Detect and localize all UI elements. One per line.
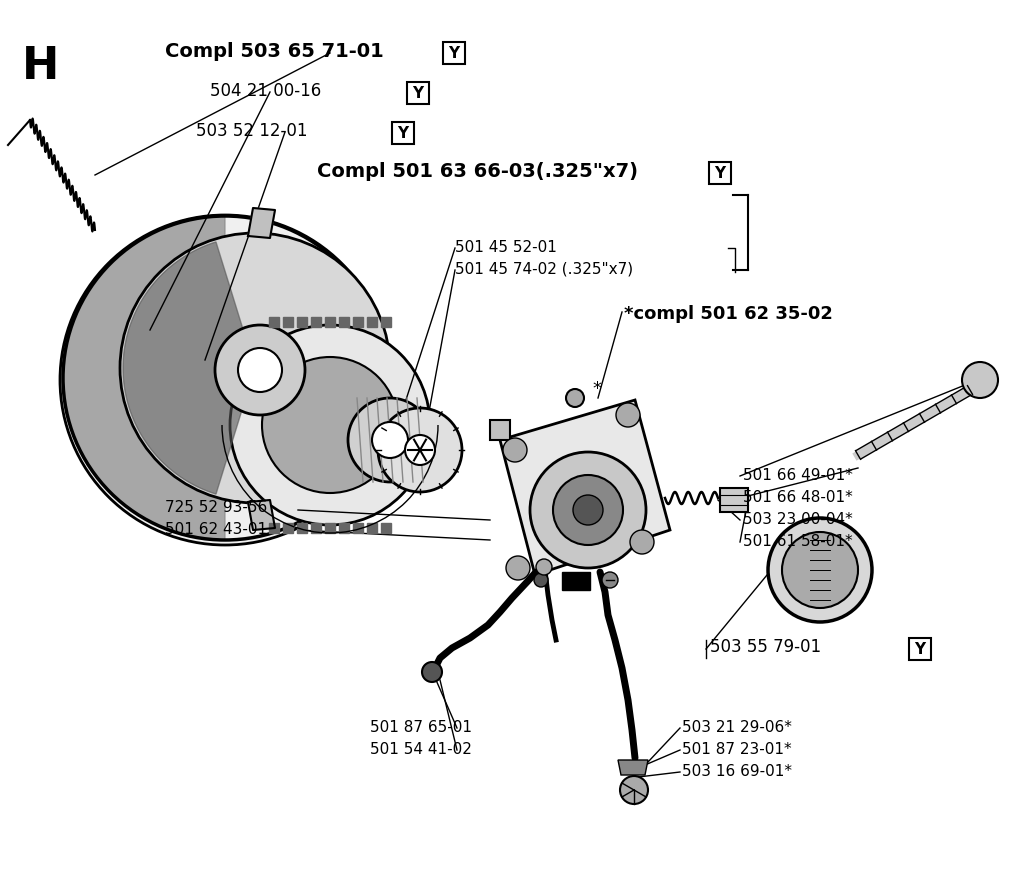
Circle shape bbox=[620, 776, 648, 804]
FancyBboxPatch shape bbox=[709, 162, 731, 184]
Text: 501 61 58-01*: 501 61 58-01* bbox=[743, 534, 853, 549]
Polygon shape bbox=[618, 760, 648, 775]
Polygon shape bbox=[720, 488, 748, 512]
Bar bbox=[339, 523, 349, 533]
Circle shape bbox=[962, 362, 998, 398]
Text: *: * bbox=[592, 380, 601, 398]
Circle shape bbox=[230, 325, 430, 525]
Circle shape bbox=[602, 572, 618, 588]
Bar bbox=[367, 317, 377, 327]
Bar bbox=[269, 523, 279, 533]
Circle shape bbox=[348, 398, 432, 482]
Circle shape bbox=[422, 662, 442, 682]
FancyBboxPatch shape bbox=[909, 638, 931, 660]
Bar bbox=[353, 317, 362, 327]
Circle shape bbox=[238, 348, 282, 392]
Text: 501 45 74-02 (.325"x7): 501 45 74-02 (.325"x7) bbox=[455, 262, 633, 277]
FancyBboxPatch shape bbox=[392, 122, 414, 144]
Circle shape bbox=[60, 215, 390, 545]
Circle shape bbox=[768, 518, 872, 622]
Bar bbox=[311, 317, 321, 327]
Polygon shape bbox=[500, 400, 670, 575]
Bar bbox=[283, 317, 293, 327]
Circle shape bbox=[553, 475, 623, 545]
Circle shape bbox=[215, 325, 305, 415]
Bar bbox=[367, 523, 377, 533]
Polygon shape bbox=[63, 216, 225, 540]
Circle shape bbox=[630, 530, 654, 554]
Text: 503 21 29-06*: 503 21 29-06* bbox=[682, 720, 792, 735]
Bar bbox=[269, 317, 279, 327]
Circle shape bbox=[616, 403, 640, 427]
Text: Y: Y bbox=[397, 125, 409, 140]
Circle shape bbox=[506, 556, 530, 580]
Bar bbox=[339, 317, 349, 327]
Circle shape bbox=[503, 438, 527, 462]
Text: H: H bbox=[22, 45, 59, 88]
Text: *compl 501 62 35-02: *compl 501 62 35-02 bbox=[624, 305, 833, 323]
Circle shape bbox=[566, 389, 584, 407]
Bar bbox=[325, 317, 335, 327]
Bar bbox=[297, 523, 307, 533]
Polygon shape bbox=[248, 500, 275, 530]
Text: 503 52 12-01: 503 52 12-01 bbox=[196, 122, 307, 140]
Text: 501 66 49-01*: 501 66 49-01* bbox=[743, 468, 853, 483]
Circle shape bbox=[782, 532, 858, 608]
Bar bbox=[381, 317, 391, 327]
Text: Y: Y bbox=[715, 166, 726, 181]
Text: 504 21 00-16: 504 21 00-16 bbox=[210, 82, 322, 100]
Text: Compl 503 65 71-01: Compl 503 65 71-01 bbox=[165, 42, 384, 61]
Circle shape bbox=[573, 495, 603, 525]
Text: 501 87 65-01: 501 87 65-01 bbox=[370, 720, 472, 735]
Circle shape bbox=[120, 233, 390, 503]
Polygon shape bbox=[490, 420, 510, 440]
Text: 501 62 43-01: 501 62 43-01 bbox=[165, 522, 267, 537]
Polygon shape bbox=[562, 572, 590, 590]
Text: 501 66 48-01*: 501 66 48-01* bbox=[743, 490, 853, 505]
Polygon shape bbox=[248, 208, 275, 238]
Bar bbox=[353, 523, 362, 533]
Circle shape bbox=[530, 452, 646, 568]
Circle shape bbox=[372, 422, 408, 458]
Bar bbox=[381, 523, 391, 533]
Text: 501 54 41-02: 501 54 41-02 bbox=[370, 742, 472, 757]
Bar bbox=[283, 523, 293, 533]
Text: Compl 501 63 66-03(.325"x7): Compl 501 63 66-03(.325"x7) bbox=[317, 162, 638, 181]
Text: 501 45 52-01: 501 45 52-01 bbox=[455, 240, 557, 255]
Polygon shape bbox=[123, 242, 255, 494]
Circle shape bbox=[378, 408, 462, 492]
Text: Y: Y bbox=[449, 46, 460, 61]
Bar bbox=[325, 523, 335, 533]
Circle shape bbox=[536, 559, 552, 575]
Circle shape bbox=[534, 573, 548, 587]
Text: 501 87 23-01*: 501 87 23-01* bbox=[682, 742, 792, 757]
Text: 503 16 69-01*: 503 16 69-01* bbox=[682, 764, 792, 779]
Text: 725 52 93-56: 725 52 93-56 bbox=[165, 500, 267, 515]
Bar bbox=[297, 317, 307, 327]
Text: Y: Y bbox=[914, 641, 926, 657]
Text: 503 55 79-01: 503 55 79-01 bbox=[710, 638, 821, 656]
FancyBboxPatch shape bbox=[407, 82, 429, 104]
Bar bbox=[311, 523, 321, 533]
Circle shape bbox=[406, 435, 435, 465]
Circle shape bbox=[262, 357, 398, 493]
Text: 503 23 00-04*: 503 23 00-04* bbox=[743, 512, 853, 527]
FancyBboxPatch shape bbox=[443, 42, 465, 64]
Text: Y: Y bbox=[413, 85, 424, 101]
